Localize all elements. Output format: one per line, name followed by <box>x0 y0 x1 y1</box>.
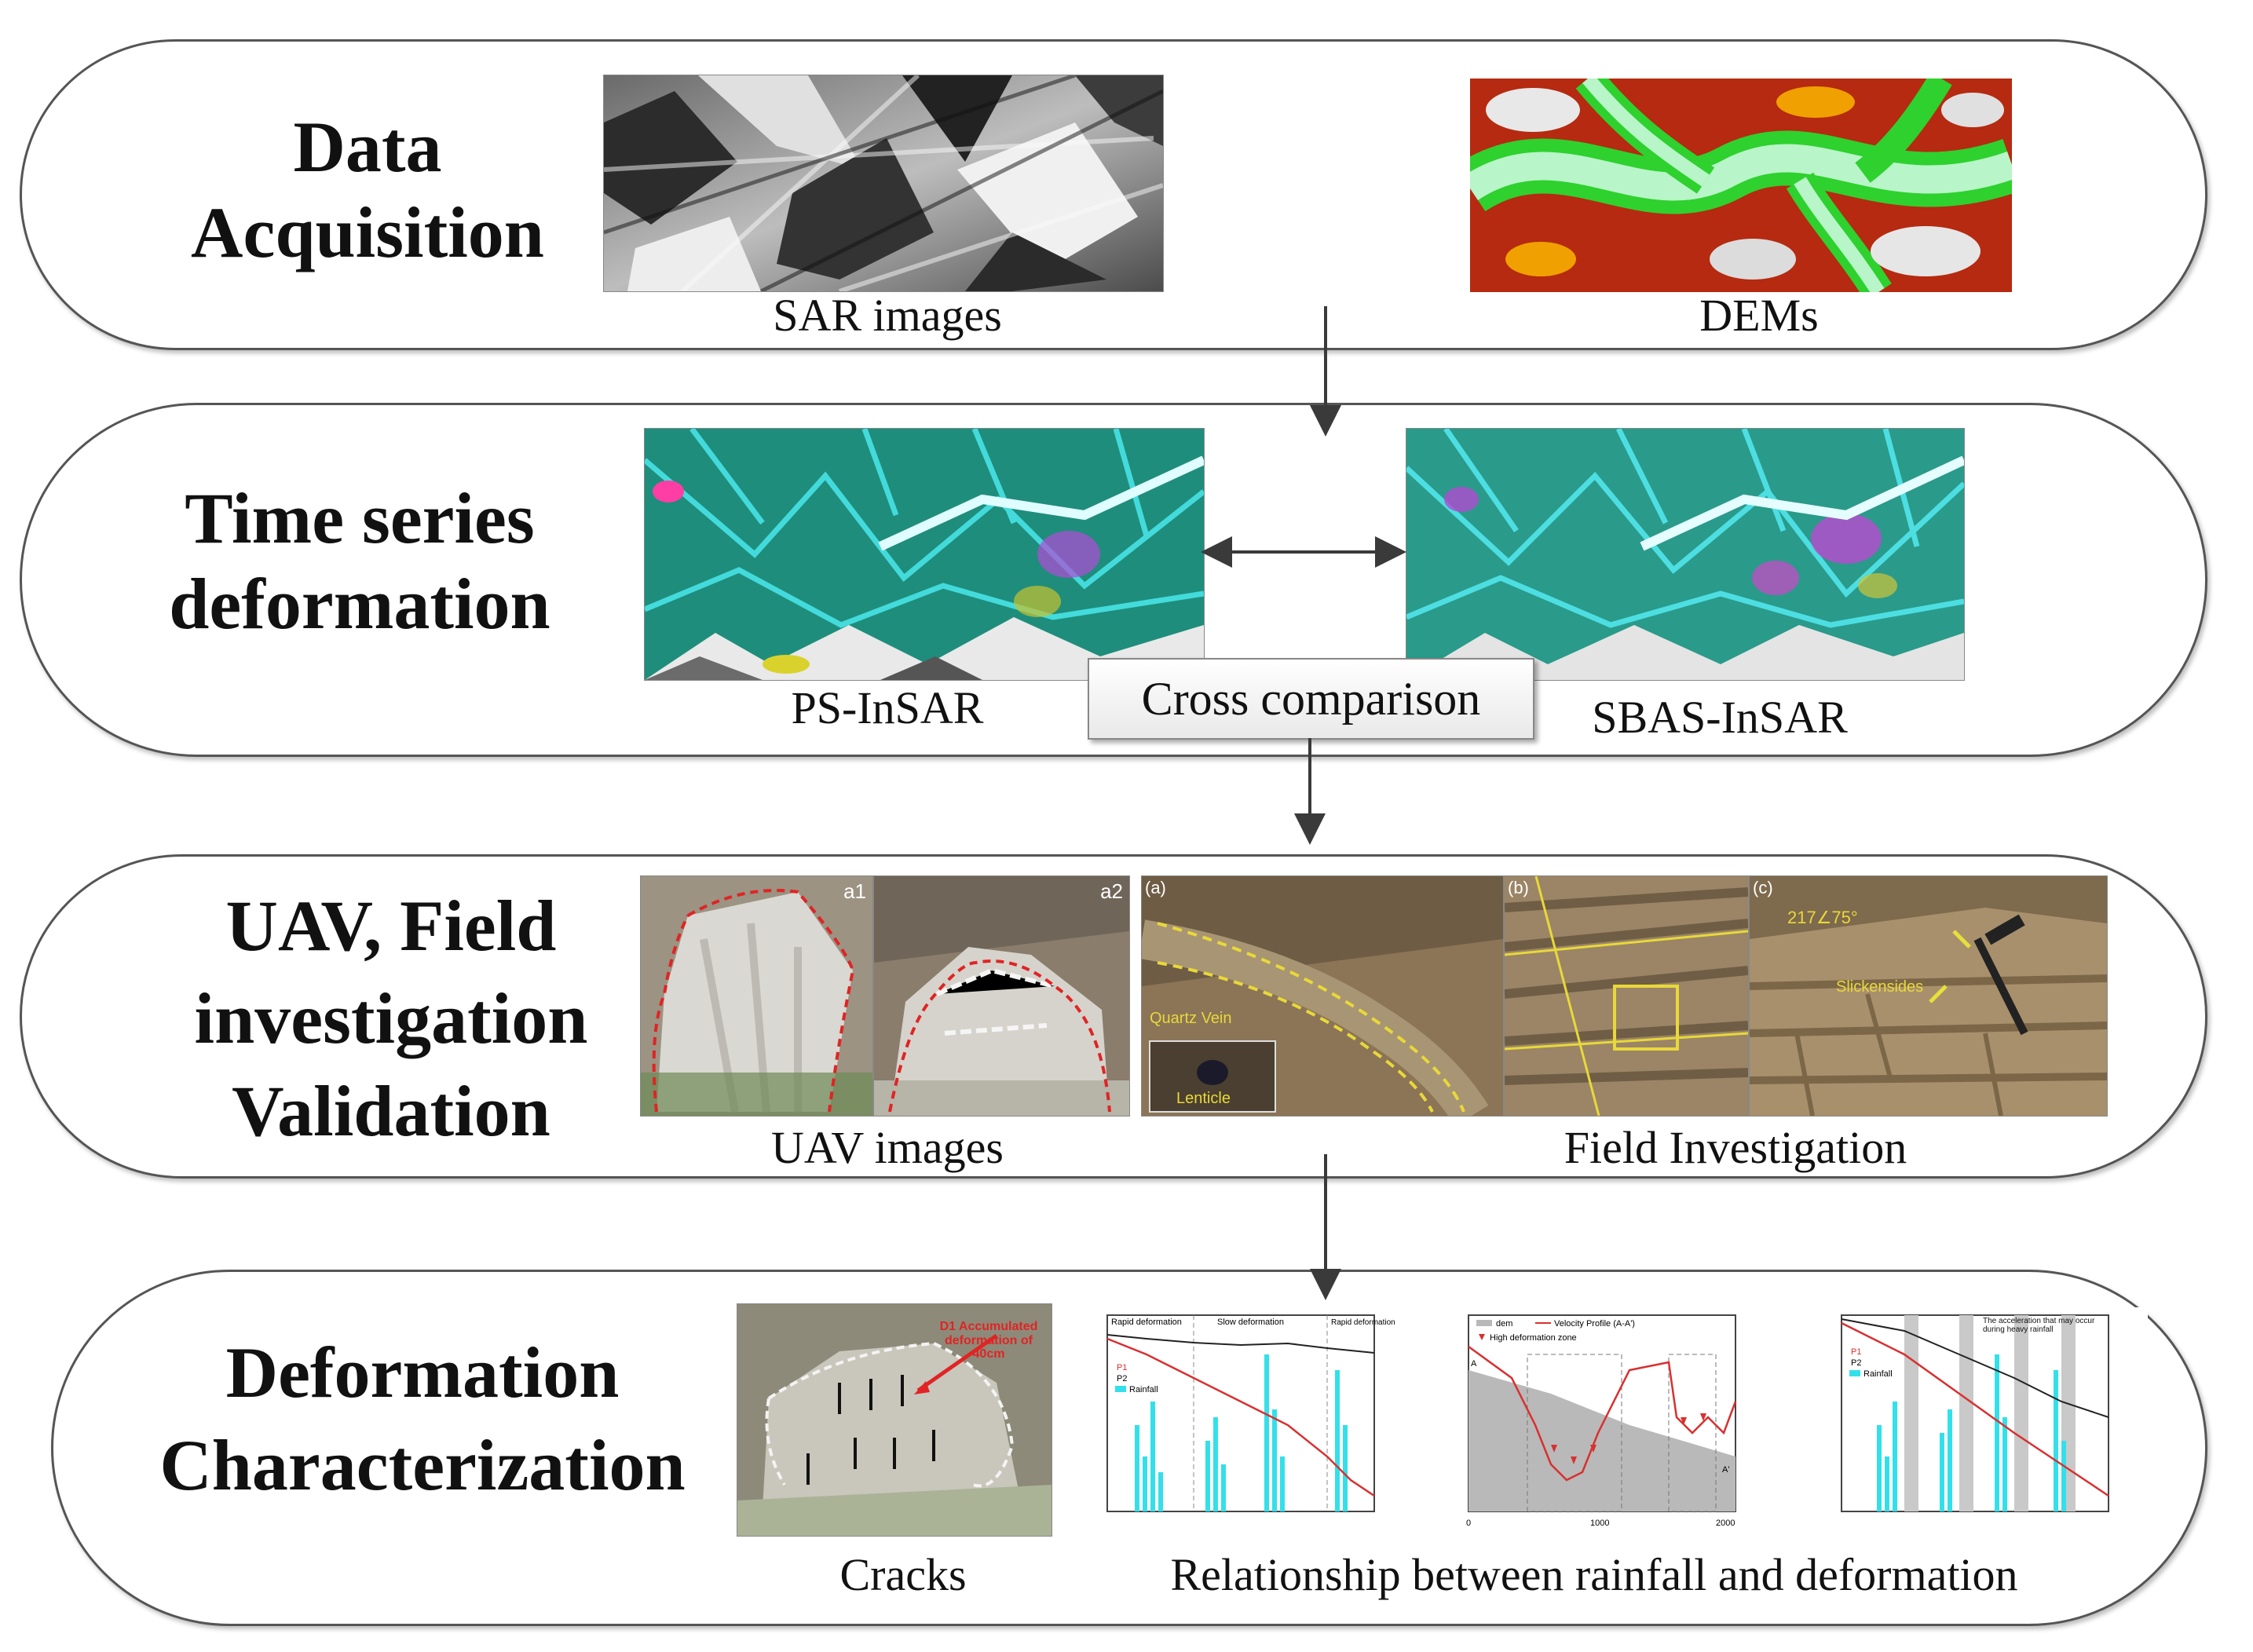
chart-note: Rapid deformation <box>1111 1318 1182 1327</box>
chart-note: Slow deformation <box>1217 1318 1284 1327</box>
annotation-lenticle: Lenticle <box>1176 1090 1231 1107</box>
legend-p1: P1 <box>1851 1347 1861 1357</box>
caption-field-investigation: Field Investigation <box>1564 1122 1907 1173</box>
uav-image-a1: a1 <box>640 875 873 1117</box>
stage-title-uav: UAV, Field investigation Validation <box>132 880 650 1157</box>
legend-dem: dem <box>1496 1319 1512 1329</box>
ps-insar-map <box>644 428 1205 681</box>
legend-rainfall: Rainfall <box>1129 1385 1158 1394</box>
panel-label: (a) <box>1145 878 1166 897</box>
caption-uav-images: UAV images <box>771 1122 1004 1173</box>
legend-p1: P1 <box>1117 1363 1127 1372</box>
legend-rainfall: Rainfall <box>1863 1369 1893 1379</box>
stage-title-data-acquisition: Data Acquisition <box>140 104 595 275</box>
field-photo-b: (b) <box>1504 875 1749 1117</box>
profile-end-a: A <box>1471 1359 1477 1369</box>
legend-high-deformation: High deformation zone <box>1490 1333 1577 1343</box>
cracks-image: D1 Accumulated deformation of 40cm <box>737 1303 1052 1537</box>
panel-label: a1 <box>843 879 866 903</box>
chart-note: The acceleration that may occur during h… <box>1983 1317 2095 1334</box>
caption-cracks: Cracks <box>839 1549 967 1600</box>
sbas-insar-map <box>1406 428 1965 681</box>
mini-chart-velocity-profile: dem Velocity Profile (A-A') High deforma… <box>1433 1307 1763 1543</box>
panel-label: (b) <box>1508 878 1529 897</box>
uav-image-a2: a2 <box>873 875 1130 1117</box>
stage-title-line: deformation <box>169 563 550 644</box>
x-tick: 2000 <box>1716 1519 1735 1528</box>
mini-chart-rainfall-deformation-1: Rapid deformation Slow deformation Rapid… <box>1068 1307 1414 1543</box>
annotation-slickensides: Slickensides <box>1836 978 1924 996</box>
field-photo-c: (c) 217∠75° Slickensides <box>1749 875 2108 1117</box>
caption-ps-insar: PS-InSAR <box>791 682 984 733</box>
caption-rainfall-deformation: Relationship between rainfall and deform… <box>1170 1549 2018 1600</box>
stage-title-line: Acquisition <box>191 192 544 272</box>
annotation-accumulated-deformation: D1 Accumulated deformation of 40cm <box>939 1320 1038 1361</box>
stage-title-line: investigation <box>194 978 588 1058</box>
annotation-quartz-vein: Quartz Vein <box>1150 1010 1232 1027</box>
caption-sbas-insar: SBAS-InSAR <box>1592 692 1848 743</box>
legend-velocity-profile: Velocity Profile (A-A') <box>1554 1319 1635 1329</box>
caption-dems: DEMs <box>1699 290 1819 341</box>
x-tick: 1000 <box>1590 1519 1609 1528</box>
panel-label: a2 <box>1100 879 1123 903</box>
dem-image <box>1470 79 2012 292</box>
caption-sar-images: SAR images <box>773 290 1002 341</box>
x-tick: 0 <box>1466 1519 1471 1528</box>
sar-image <box>603 75 1164 292</box>
annotation-attitude: 217∠75° <box>1787 908 1858 927</box>
cross-comparison-box: Cross comparison <box>1088 658 1534 740</box>
stage-title-line: Time series <box>185 478 535 558</box>
panel-label: (c) <box>1753 878 1773 897</box>
legend-p2: P2 <box>1117 1374 1127 1383</box>
stage-title-line: Validation <box>232 1070 550 1151</box>
stage-title-line: UAV, Field <box>225 886 557 966</box>
stage-title-line: Data <box>293 107 442 187</box>
legend-p2: P2 <box>1851 1358 1861 1368</box>
stage-title-line: Characterization <box>159 1424 686 1505</box>
stage-title-line: Deformation <box>225 1332 620 1413</box>
field-photo-a: (a) Quartz Vein Lenticle <box>1141 875 1504 1117</box>
stage-title-deformation: Deformation Characterization <box>108 1327 737 1512</box>
profile-end-a-prime: A' <box>1722 1465 1729 1475</box>
stage-title-time-series: Time series deformation <box>116 476 603 646</box>
mini-chart-rainfall-deformation-2: P1 P2 Rainfall The acceleration that may… <box>1802 1307 2148 1543</box>
chart-note: Rapid deformation <box>1331 1318 1395 1327</box>
